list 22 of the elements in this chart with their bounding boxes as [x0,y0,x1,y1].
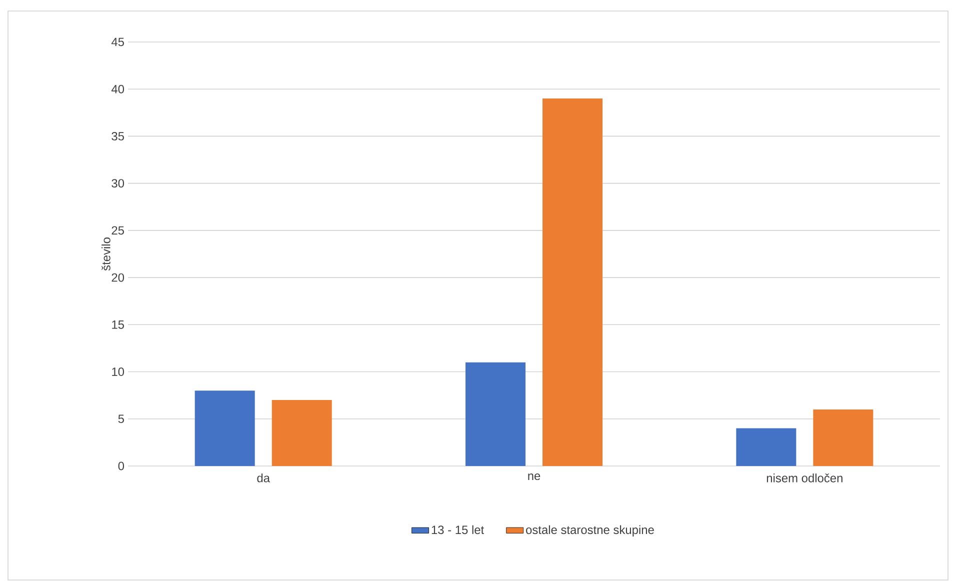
legend-label: 13 - 15 let [432,525,484,534]
y-tick-label: 15 [112,320,124,329]
legend-label: ostale starostne skupine [526,525,654,536]
y-tick-label: 10 [112,368,124,376]
x-tick-label: da [257,474,270,482]
y-tick-label: 0 [118,462,124,470]
bar [194,390,255,466]
bar [272,400,332,466]
bar [542,98,603,466]
y-tick-label: 30 [112,179,124,188]
y-tick-label: 35 [112,132,124,140]
y-tick-label: 20 [112,273,124,282]
y-tick-label: 40 [111,84,124,94]
y-tick-label: 5 [118,414,124,424]
bar [813,409,874,466]
bar [736,428,796,466]
y-tick-label: 25 [112,226,124,235]
x-tick-label: nisem odločen [766,474,842,482]
y-axis-title: število [102,238,110,271]
bar [466,362,526,466]
y-tick-label: 45 [111,38,124,46]
x-tick-label: ne [528,474,540,480]
